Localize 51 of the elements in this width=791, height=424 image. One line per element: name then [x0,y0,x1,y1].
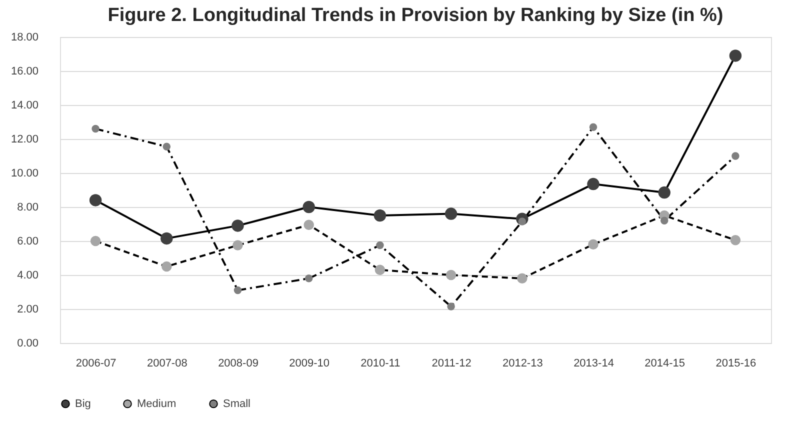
point [232,240,243,250]
point [588,239,598,250]
y-tick-label: 6.00 [17,236,38,248]
y-tick-label: 18.00 [10,32,38,44]
y-tick-label: 16.00 [10,66,38,78]
point [90,236,101,246]
point [232,220,244,232]
x-tick-label: 2011-12 [432,358,472,370]
point [89,194,102,206]
x-tick-label: 2009-10 [289,358,330,370]
x-tick-label: 2010-11 [360,358,400,370]
point [304,274,313,282]
point [658,186,670,199]
point [446,270,456,280]
point [162,261,172,272]
legend-label: Small [223,398,251,410]
legend-label: Big [75,398,91,410]
point [160,232,173,245]
y-tick-label: 0.00 [17,338,38,350]
x-tick-label: 2012-13 [502,358,543,370]
point [302,200,315,214]
point [376,241,384,250]
point [234,286,242,294]
y-tick-label: 14.00 [10,100,38,112]
point [162,142,171,151]
point [304,220,314,230]
point [589,123,598,131]
point [587,178,600,190]
point [660,216,668,224]
x-tick-label: 2008-09 [218,358,258,370]
chart-title: Figure 2. Longitudinal Trends in Provision by Ranking by Size (in %) [108,5,724,26]
y-tick-label: 2.00 [17,304,38,316]
point [447,302,455,310]
point [730,235,741,246]
x-tick-label: 2006-07 [76,358,116,370]
point [374,209,386,222]
point [92,124,100,133]
point [444,208,458,220]
x-tick-label: 2007-08 [146,358,188,370]
x-tick-label: 2013-14 [574,358,614,370]
point [374,264,386,276]
point [517,273,528,284]
point [729,50,742,62]
y-tick-label: 10.00 [10,168,38,180]
x-tick-label: 2014-15 [644,358,686,370]
y-tick-label: 8.00 [17,202,38,214]
y-tick-label: 12.00 [10,134,38,146]
x-tick-label: 2015-16 [716,358,756,370]
y-tick-label: 4.00 [17,270,38,282]
point [732,152,740,160]
legend-label: Medium [137,398,176,410]
